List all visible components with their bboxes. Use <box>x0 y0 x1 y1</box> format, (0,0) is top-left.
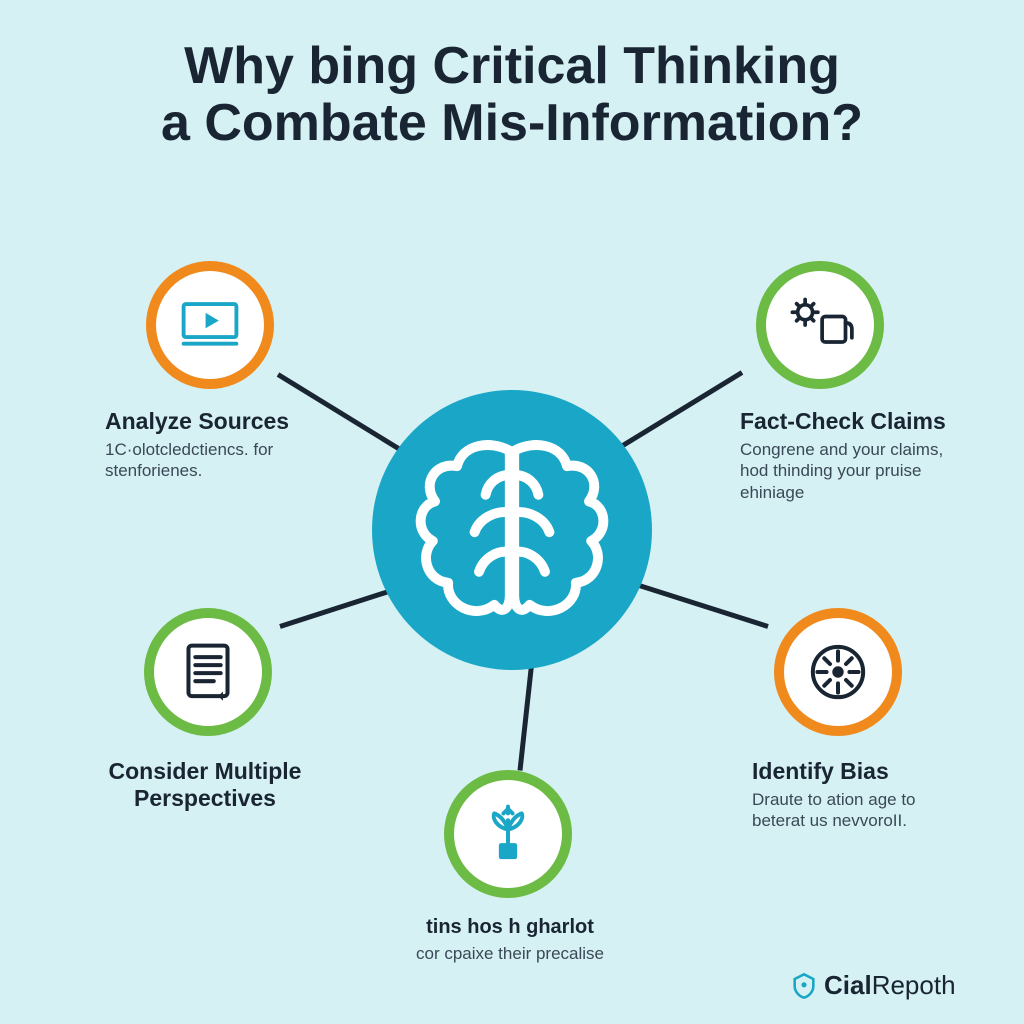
node-desc-analyze-sources: 1C·olotcledctiencs. for stenforienes. <box>105 439 325 482</box>
brand-dark: Cial <box>824 970 872 1000</box>
node-label-bottom-node: tins hos h gharlot <box>400 916 620 939</box>
node-desc-identify-bias: Draute to ation age to beterat us nevvor… <box>752 789 972 832</box>
node-label-analyze-sources: Analyze Sources <box>105 408 325 435</box>
brand-light: Repoth <box>872 970 956 1000</box>
monitor-play-icon <box>177 297 243 353</box>
brand-logo: CialRepoth <box>790 970 956 1001</box>
node-circle-consider-perspectives <box>144 608 272 736</box>
node-label-fact-check: Fact-Check Claims <box>740 408 960 435</box>
connector-bottom-node <box>518 660 535 771</box>
shield-icon <box>790 972 818 1000</box>
page-title: Why bing Critical Thinking a Combate Mis… <box>0 38 1024 152</box>
title-line1: Why bing Critical Thinking <box>184 37 840 95</box>
node-label-consider-perspectives: Consider Multiple Perspectives <box>95 758 315 812</box>
connector-consider-perspectives <box>279 586 399 629</box>
gears-icon <box>786 295 854 355</box>
connector-identify-bias <box>635 582 769 629</box>
node-text-analyze-sources: Analyze Sources 1C·olotcledctiencs. for s… <box>105 398 325 482</box>
node-circle-fact-check <box>756 261 884 389</box>
brain-icon <box>402 430 622 630</box>
connector-fact-check <box>617 370 744 450</box>
node-circle-identify-bias <box>774 608 902 736</box>
plant-growth-icon <box>480 802 536 866</box>
node-text-consider-perspectives: Consider Multiple Perspectives <box>95 748 315 812</box>
node-text-identify-bias: Identify Bias Draute to ation age to bete… <box>752 748 972 832</box>
node-desc-fact-check: Congrene and your claims, hod thinding y… <box>740 439 960 503</box>
center-brain-circle <box>372 390 652 670</box>
node-circle-bottom-node <box>444 770 572 898</box>
node-label-identify-bias: Identify Bias <box>752 758 972 785</box>
node-text-fact-check: Fact-Check Claims Congrene and your claim… <box>740 398 960 503</box>
document-icon <box>181 641 235 703</box>
node-desc-bottom-node: cor cpaixe their precalise <box>400 943 620 964</box>
node-text-bottom-node: tins hos h gharlot cor cpaixe their preca… <box>400 906 620 964</box>
title-line2: a Combate Mis-Information? <box>161 94 863 152</box>
eye-target-icon <box>806 640 870 704</box>
node-circle-analyze-sources <box>146 261 274 389</box>
